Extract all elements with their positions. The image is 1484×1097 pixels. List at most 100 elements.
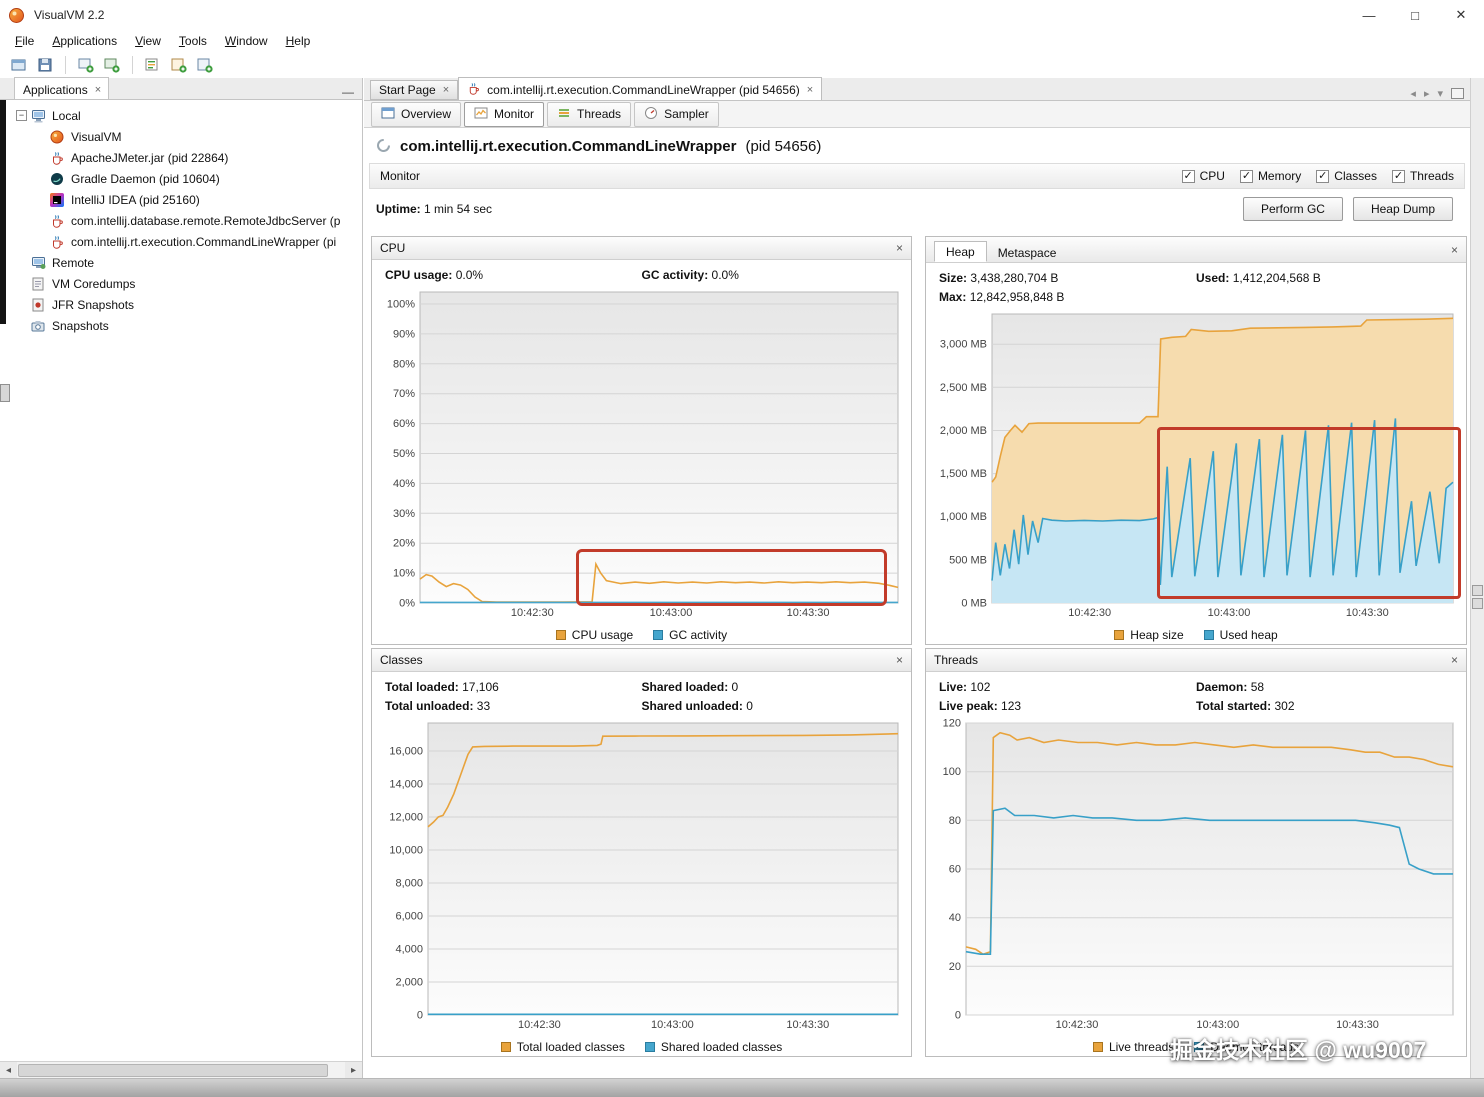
- checkbox-classes[interactable]: ✓ Classes: [1316, 169, 1377, 183]
- subtab-label: Threads: [577, 107, 622, 121]
- classes-chart: 0 2,000 4,000 6,000 8,000 10,000 12,000 14,000 1…: [376, 719, 904, 1035]
- subtab-overview[interactable]: Overview: [371, 101, 462, 127]
- horizontal-scrollbar[interactable]: ◂ ▸: [0, 1061, 362, 1078]
- menu-label: ools: [184, 34, 207, 48]
- menu-file[interactable]: File: [6, 32, 43, 50]
- minimize-panel-button[interactable]: —: [342, 85, 354, 99]
- heap-dump-button[interactable]: Heap Dump: [1352, 197, 1453, 221]
- take-heap-dump-icon[interactable]: [168, 54, 190, 76]
- stat-heap-size: Size: 3,438,280,704 B: [939, 271, 1059, 285]
- subtab-label: Sampler: [664, 107, 709, 121]
- stat-cpu-usage: CPU usage: 0.0%: [385, 268, 484, 282]
- svg-text:10:42:30: 10:42:30: [1056, 1019, 1099, 1031]
- add-jmx-connection-icon[interactable]: [75, 54, 97, 76]
- menu-label: pplications: [60, 34, 118, 48]
- svg-text:14,000: 14,000: [389, 779, 423, 791]
- checkbox-checked-icon[interactable]: ✓: [1181, 169, 1195, 183]
- watermark: 掘金技术社区 @ wu9007: [1170, 1037, 1427, 1063]
- java-icon: [50, 150, 66, 165]
- splitter-handle[interactable]: [1472, 585, 1483, 596]
- tab-metaspace[interactable]: Metaspace: [997, 246, 1057, 260]
- tree-item-gradle-daemon[interactable]: Gradle Daemon (pid 10604): [0, 168, 362, 189]
- close-icon[interactable]: ×: [1450, 242, 1458, 257]
- scroll-tabs-right-icon[interactable]: ▸: [1423, 88, 1430, 100]
- close-icon[interactable]: ×: [94, 84, 102, 96]
- menu-tools[interactable]: Tools: [170, 32, 216, 50]
- svg-text:30%: 30%: [393, 508, 415, 520]
- subtab-label: Monitor: [494, 107, 535, 121]
- cpu-panel-header: CPU ×: [372, 237, 911, 260]
- tab-active-label: com.intellij.rt.execution.CommandLineWra…: [487, 83, 800, 97]
- menu-help[interactable]: Help: [277, 32, 320, 50]
- menu-applications[interactable]: Applications: [43, 32, 126, 50]
- tree-item-apachejmeter[interactable]: ApacheJMeter.jar (pid 22864): [0, 147, 362, 168]
- annotation-rect-heap: [1157, 427, 1461, 599]
- menu-label: V: [135, 34, 143, 48]
- subtab-threads[interactable]: Threads: [547, 101, 632, 127]
- take-snapshot-icon[interactable]: [194, 54, 216, 76]
- scroll-tabs-left-icon[interactable]: ◂: [1410, 88, 1416, 100]
- tree-item-remote[interactable]: Remote: [0, 252, 362, 273]
- close-button[interactable]: ✕: [1455, 7, 1467, 22]
- checkbox-memory[interactable]: ✓ Memory: [1239, 169, 1301, 183]
- menu-view[interactable]: View: [126, 32, 170, 50]
- add-remote-host-icon[interactable]: [101, 54, 123, 76]
- tree-item-jfr-snapshots[interactable]: JFR Snapshots: [0, 294, 362, 315]
- tab-commandlinewrapper[interactable]: com.intellij.rt.execution.CommandLineWra…: [458, 77, 823, 100]
- splitter-handle[interactable]: [1472, 598, 1483, 609]
- tree-item-visualvm[interactable]: VisualVM: [0, 126, 362, 147]
- tree-item-commandlinewrapper[interactable]: com.intellij.rt.execution.CommandLineWra…: [0, 231, 362, 252]
- checkbox-threads[interactable]: ✓ Threads: [1391, 169, 1454, 183]
- menu-label: elp: [294, 34, 311, 48]
- scroll-right-icon[interactable]: ▸: [345, 1062, 362, 1078]
- coredump-file-icon: [31, 276, 47, 291]
- tab-applications[interactable]: Applications ×: [14, 77, 110, 99]
- tab-start-page[interactable]: Start Page ×: [370, 80, 459, 100]
- scroll-left-icon[interactable]: ◂: [0, 1062, 17, 1078]
- svg-text:10:42:30: 10:42:30: [511, 607, 554, 619]
- tree-item-intellij-idea[interactable]: IntelliJ IDEA (pid 25160): [0, 189, 362, 210]
- tree-item-local[interactable]: − Local: [0, 105, 362, 126]
- svg-text:90%: 90%: [393, 328, 415, 340]
- checkbox-checked-icon[interactable]: ✓: [1316, 169, 1330, 183]
- subtab-monitor[interactable]: Monitor: [464, 101, 545, 127]
- close-icon[interactable]: ×: [442, 84, 450, 96]
- tree-item-vm-coredumps[interactable]: VM Coredumps: [0, 273, 362, 294]
- svg-text:0: 0: [417, 1010, 423, 1022]
- take-thread-dump-icon[interactable]: [142, 54, 164, 76]
- collapse-handle-icon[interactable]: −: [16, 110, 27, 121]
- subtab-sampler[interactable]: Sampler: [634, 101, 719, 127]
- load-snapshot-icon[interactable]: [8, 54, 30, 76]
- tree-item-label: Local: [52, 108, 81, 123]
- stat-heap-used: Used: 1,412,204,568 B: [1196, 271, 1321, 285]
- close-icon[interactable]: ×: [1450, 653, 1458, 667]
- tab-heap[interactable]: Heap: [934, 241, 987, 262]
- maximize-button[interactable]: □: [1411, 7, 1419, 23]
- close-icon[interactable]: ×: [806, 84, 814, 96]
- cpu-panel: CPU × CPU usage: 0.0% GC activity: 0.0% …: [371, 236, 912, 645]
- perform-gc-button[interactable]: Perform GC: [1242, 197, 1343, 221]
- checkbox-checked-icon[interactable]: ✓: [1239, 169, 1253, 183]
- orange-swatch-icon: [1114, 630, 1125, 640]
- checkbox-cpu[interactable]: ✓ CPU: [1181, 169, 1225, 183]
- menu-window[interactable]: Window: [216, 32, 277, 50]
- tree-item-remotejdbcserver[interactable]: com.intellij.database.remote.RemoteJdbcS…: [0, 210, 362, 231]
- tree-item-label: VM Coredumps: [52, 276, 136, 291]
- save-icon[interactable]: [34, 54, 56, 76]
- scrollbar-thumb[interactable]: [18, 1063, 328, 1077]
- svg-text:40: 40: [949, 912, 961, 924]
- panel-title: Classes: [380, 653, 423, 667]
- gradle-icon: [50, 171, 66, 186]
- close-icon[interactable]: ×: [895, 653, 903, 667]
- close-icon[interactable]: ×: [895, 241, 903, 255]
- tab-list-dropdown-icon[interactable]: ▾: [1437, 88, 1443, 100]
- titlebar: VisualVM 2.2 — □ ✕: [0, 0, 1484, 30]
- tree-item-snapshots[interactable]: Snapshots: [0, 315, 362, 336]
- spinner-icon: [376, 138, 391, 156]
- maximize-tab-icon[interactable]: [1451, 88, 1464, 99]
- java-icon: [50, 213, 66, 228]
- java-icon: [50, 234, 66, 249]
- minimize-button[interactable]: —: [1362, 7, 1376, 23]
- checkbox-checked-icon[interactable]: ✓: [1391, 169, 1405, 183]
- svg-text:80%: 80%: [393, 358, 415, 370]
